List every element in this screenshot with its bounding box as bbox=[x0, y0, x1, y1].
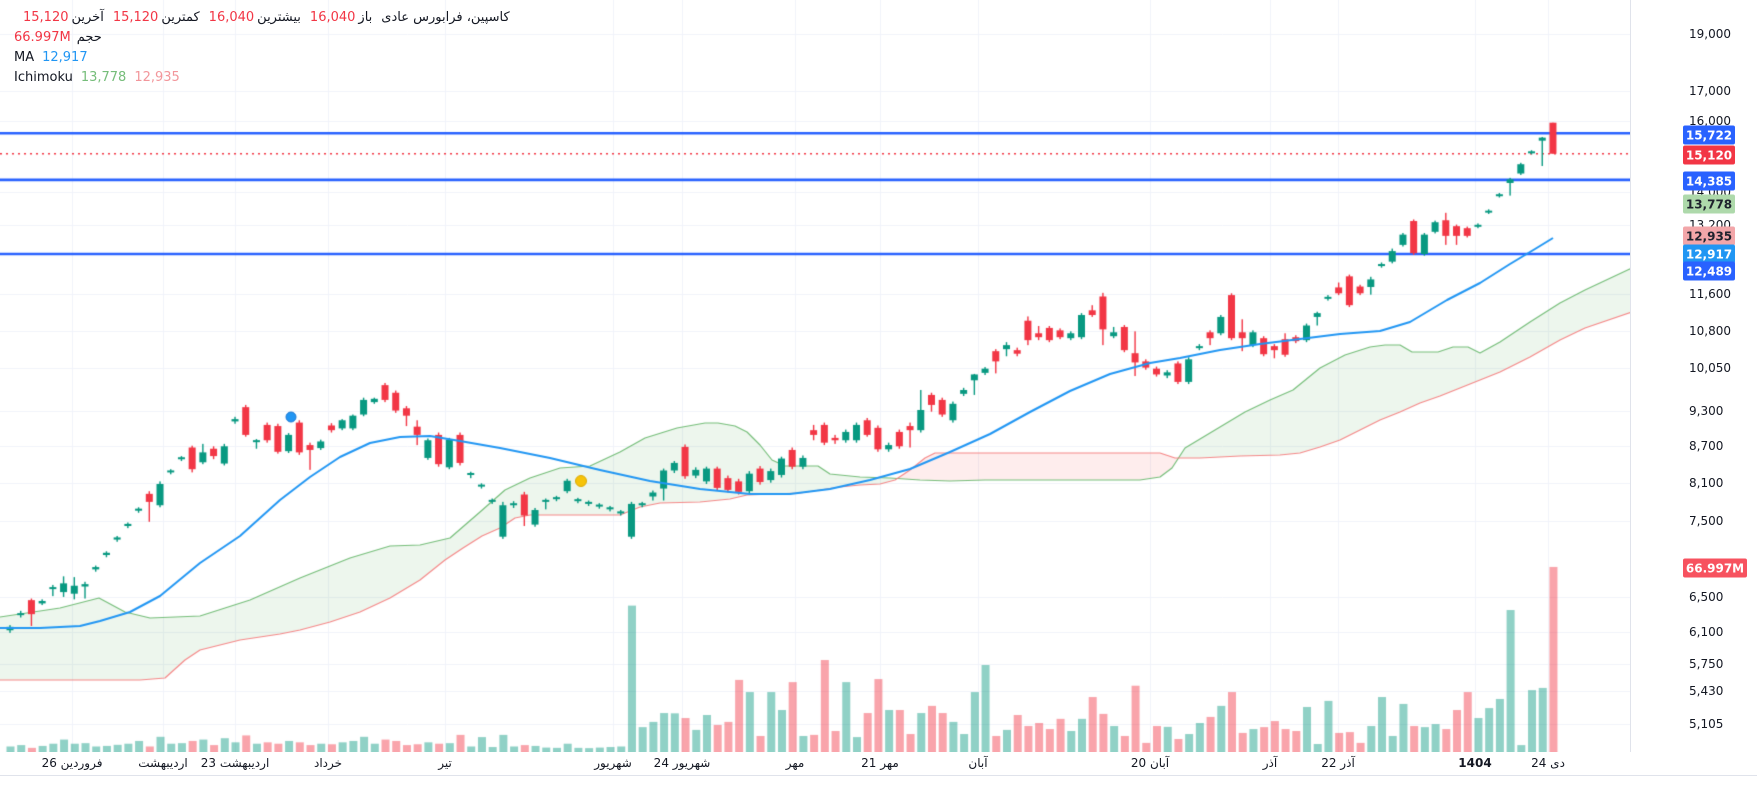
price-badge: 14,385 bbox=[1683, 171, 1735, 191]
price-axis-label: 10,800 bbox=[1689, 324, 1731, 338]
legend-pair: باز 16,040 bbox=[310, 8, 372, 28]
time-axis-label: آذر bbox=[1262, 756, 1278, 770]
price-badge: 12,917 bbox=[1683, 244, 1735, 264]
time-axis-label: 24 شهریور bbox=[653, 756, 711, 770]
time-axis-label: 23 اردیبهشت bbox=[200, 756, 270, 770]
time-axis-label: 26 فروردین bbox=[41, 756, 103, 770]
price-axis-label: 19,000 bbox=[1689, 27, 1731, 41]
time-axis-label: 20 آبان bbox=[1130, 756, 1170, 770]
price-axis-label: 7,500 bbox=[1689, 514, 1724, 528]
price-axis-label: 5,430 bbox=[1689, 684, 1724, 698]
instrument-title: کاسپین، فرابورس عادی bbox=[381, 10, 510, 25]
legend-pair-label: بیشترین bbox=[257, 10, 301, 25]
price-badge: 13,778 bbox=[1683, 194, 1735, 214]
price-axis-label: 8,100 bbox=[1689, 476, 1724, 490]
time-axis[interactable]: 26 فروردین اردیبهشت 23 اردیبهشت خرداد تیر شهر… bbox=[0, 752, 1757, 776]
price-axis-label: 9,300 bbox=[1689, 404, 1724, 418]
volume-label: حجم bbox=[76, 30, 102, 45]
price-axis-label: 16,000 bbox=[1689, 114, 1731, 128]
legend-pair: بیشترین 16,040 bbox=[209, 8, 301, 28]
ma-label: MA bbox=[14, 50, 35, 65]
time-axis-label: اردیبهشت bbox=[138, 756, 188, 770]
volume-value: 66.997M bbox=[14, 30, 71, 45]
time-axis-label: 21 مهر bbox=[861, 756, 899, 770]
legend-pair-label: آخرین bbox=[71, 10, 104, 25]
legend-pair-value: 15,120 bbox=[23, 10, 69, 25]
ma-value: 12,917 bbox=[42, 50, 88, 65]
legend-pair: کمترین 15,120 bbox=[113, 8, 200, 28]
legend-pair-value: 16,040 bbox=[208, 10, 255, 25]
legend-ma-row: MA 12,917 bbox=[14, 48, 510, 68]
price-axis-label: 10,050 bbox=[1689, 361, 1731, 375]
time-axis-label: خرداد bbox=[313, 756, 343, 770]
price-axis-label: 6,500 bbox=[1689, 590, 1724, 604]
price-axis-label: 5,750 bbox=[1689, 657, 1724, 671]
price-axis-label: 11,600 bbox=[1689, 287, 1731, 301]
price-badge: 15,120 bbox=[1683, 145, 1735, 165]
price-axis-label: 8,700 bbox=[1689, 439, 1724, 453]
price-badge: 15,722 bbox=[1683, 125, 1735, 145]
time-axis-label: 1404 bbox=[1458, 756, 1492, 770]
ichimoku-green-value: 13,778 bbox=[80, 70, 127, 85]
time-axis-label: مهر bbox=[785, 756, 805, 770]
time-axis-label: شهریور bbox=[594, 756, 632, 770]
time-axis-label: آبان bbox=[968, 756, 988, 770]
price-axis-label: 5,105 bbox=[1689, 717, 1724, 731]
legend-pair-label: باز bbox=[358, 10, 373, 25]
legend-ichimoku-row: Ichimoku 13,778 12,935 bbox=[14, 68, 510, 88]
price-axis-label: 17,000 bbox=[1689, 84, 1731, 98]
price-badge: 12,489 bbox=[1683, 261, 1735, 281]
price-badge: 12,935 bbox=[1683, 226, 1735, 246]
time-axis-label: 24 دی bbox=[1531, 756, 1565, 770]
legend-ohlc-row: کاسپین، فرابورس عادی باز 16,040 بیشترین 16,… bbox=[14, 8, 510, 28]
time-axis-label: تیر bbox=[438, 756, 452, 770]
time-axis-label: 22 آذر bbox=[1321, 756, 1355, 770]
legend-volume-row: حجم 66.997M bbox=[14, 28, 510, 48]
legend-pair-value: 16,040 bbox=[309, 10, 356, 25]
chart-legend: کاسپین، فرابورس عادی باز 16,040 بیشترین 16,… bbox=[14, 8, 510, 88]
legend-pair-label: کمترین bbox=[161, 10, 200, 25]
price-badge: 66.997M bbox=[1683, 558, 1747, 578]
price-axis-label: 6,100 bbox=[1689, 625, 1724, 639]
legend-pair-value: 15,120 bbox=[112, 10, 159, 25]
ichimoku-pink-value: 12,935 bbox=[134, 70, 180, 85]
candlestick-chart-canvas[interactable] bbox=[0, 0, 1630, 775]
legend-pair: آخرین 15,120 bbox=[23, 8, 104, 28]
price-axis[interactable]: 19,000 17,000 16,000 14,000 13,200 11,600 10,8… bbox=[1630, 0, 1757, 775]
ichimoku-label: Ichimoku bbox=[14, 70, 73, 85]
